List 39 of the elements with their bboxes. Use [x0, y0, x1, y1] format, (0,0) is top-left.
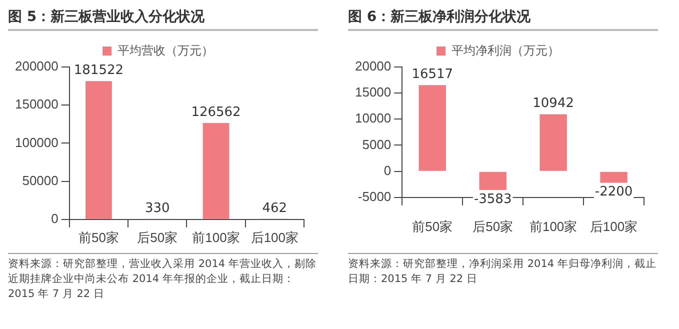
data-label: 10942	[532, 96, 574, 112]
data-label: -2200	[594, 184, 633, 200]
legend-label: 平均净利润（万元）	[452, 43, 560, 58]
y-tick-label: 0	[51, 210, 58, 226]
bar	[202, 122, 230, 219]
y-tick-label: 50000	[22, 172, 58, 188]
x-tick-label: 前50家	[78, 230, 119, 245]
y-tick-label: 20000	[354, 58, 392, 74]
x-tick-label: 后50家	[137, 230, 178, 245]
y-tick-label: 150000	[14, 96, 58, 112]
y-tick-label: 0	[384, 162, 392, 178]
x-tick-label: 后50家	[472, 218, 514, 234]
data-label: 16517	[412, 67, 454, 82]
x-tick-label: 后100家	[590, 218, 638, 234]
y-tick-label: 100000	[14, 134, 58, 150]
y-tick-label: -5000	[358, 188, 392, 204]
x-tick-label: 后100家	[250, 230, 299, 245]
data-label: 181522	[74, 62, 124, 78]
data-label: 462	[262, 200, 288, 216]
x-tick-label: 前50家	[412, 218, 453, 234]
y-tick-label: 10000	[354, 110, 392, 126]
chart-title: 图 6：新三板净利润分化状况	[348, 6, 658, 31]
text: 资料来源：研究部整理，净利润采用 2014 年归母净利润，截止日期：2015 年 7 月 22 日	[348, 253, 658, 287]
bar	[418, 85, 446, 171]
chart-title: 图 5：新三板营业收入分化状况	[8, 6, 318, 31]
data-label: -3583	[474, 192, 512, 207]
y-tick-label: 5000	[362, 136, 392, 152]
y-tick-label: 200000	[14, 58, 58, 74]
legend-label: 平均营收（万元）	[118, 43, 214, 58]
bar	[479, 172, 506, 190]
text: 资料来源：研究部整理，营业收入采用 2014 年营业收入，剔除近期挂牌企业中尚未公布 2014 年年报的企业，截止日期：2015 年 7 月 22 日	[8, 253, 318, 302]
bar	[600, 172, 628, 183]
y-tick-label: 15000	[354, 84, 392, 100]
bar	[86, 81, 112, 219]
data-label: 330	[144, 201, 170, 216]
x-tick-label: 前100家	[529, 218, 578, 234]
x-tick-label: 前100家	[192, 230, 240, 245]
bar	[540, 114, 567, 171]
data-label: 126562	[191, 104, 241, 120]
